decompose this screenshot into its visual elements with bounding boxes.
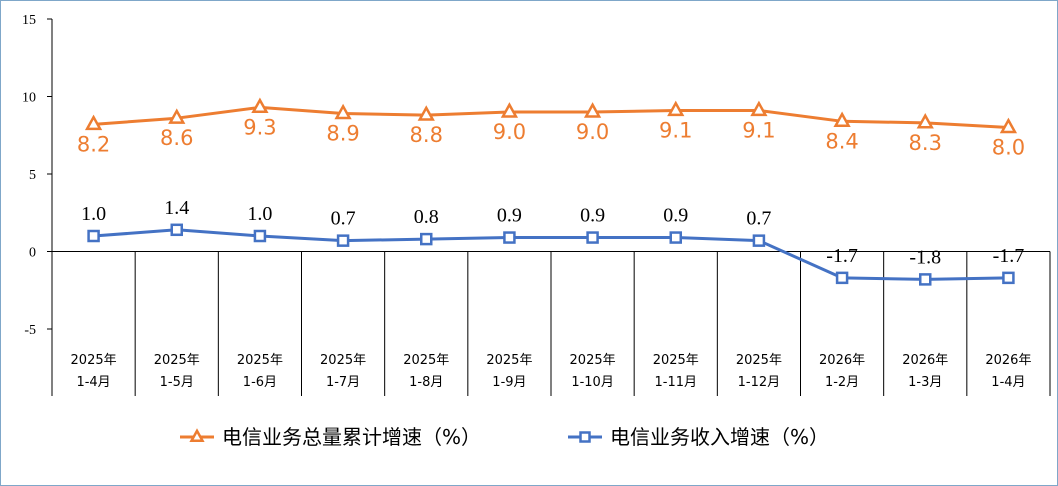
data-label: 1.0 <box>81 203 106 225</box>
x-tick-label-period: 1-9月 <box>492 375 526 390</box>
data-label: -1.7 <box>826 245 858 267</box>
square-marker <box>919 273 932 286</box>
x-tick-label-year: 2025年 <box>320 353 366 368</box>
series-line-telecom-revenue <box>93 228 1009 281</box>
x-tick-label-period: 1-4月 <box>991 375 1025 390</box>
triangle-marker <box>750 100 768 117</box>
data-label: -1.7 <box>993 245 1025 267</box>
data-label: 8.8 <box>410 123 443 147</box>
x-tick-label-period: 1-7月 <box>326 375 360 390</box>
triangle-marker <box>251 97 269 114</box>
data-label: 9.3 <box>243 115 276 139</box>
x-tick-label-year: 2026年 <box>819 353 865 368</box>
x-tick-label-period: 1-5月 <box>160 375 194 390</box>
x-tick-label-year: 2025年 <box>154 353 200 368</box>
square-marker <box>835 271 849 285</box>
y-tick-label: 5 <box>29 168 36 183</box>
data-label: 8.2 <box>77 132 110 156</box>
y-tick-label: 10 <box>22 91 36 106</box>
y-tick-label: 0 <box>29 246 36 261</box>
square-marker <box>586 231 599 244</box>
data-label: 9.1 <box>659 118 692 142</box>
data-label: 0.8 <box>414 206 439 228</box>
data-label: 8.6 <box>160 126 193 150</box>
square-marker <box>1002 271 1015 285</box>
x-tick-label-year: 2025年 <box>736 353 782 368</box>
data-label: 0.7 <box>746 208 771 230</box>
x-tick-label-period: 1-6月 <box>243 375 277 390</box>
data-label: 8.9 <box>326 122 359 146</box>
legend-triangle-marker <box>189 428 205 443</box>
x-tick-label-year: 2026年 <box>902 353 948 368</box>
data-label: 9.1 <box>742 118 775 142</box>
y-tick-label: -5 <box>24 323 36 338</box>
x-tick-label-year: 2025年 <box>486 353 532 368</box>
x-tick-label-year: 2025年 <box>71 353 117 368</box>
data-label: 9.0 <box>493 120 526 144</box>
x-tick-label-period: 1-3月 <box>908 375 942 390</box>
data-label: 1.4 <box>164 197 189 219</box>
data-label: 1.0 <box>247 203 272 225</box>
data-label: 0.7 <box>331 208 356 230</box>
square-marker <box>503 231 516 244</box>
triangle-marker <box>168 108 186 124</box>
data-label: 8.4 <box>825 129 858 153</box>
data-label: 0.9 <box>663 205 688 227</box>
triangle-marker <box>916 113 934 129</box>
x-tick-label-period: 1-4月 <box>76 375 110 390</box>
square-marker <box>170 223 183 237</box>
square-marker <box>253 229 267 243</box>
legend-label: 电信业务收入增速（%） <box>610 425 829 449</box>
series-line-telecom-volume <box>93 105 1009 129</box>
triangle-marker <box>334 103 352 120</box>
square-marker <box>336 234 350 247</box>
data-label: 8.3 <box>909 131 942 155</box>
triangle-marker <box>583 102 602 118</box>
x-tick-label-period: 1-11月 <box>654 375 697 390</box>
triangle-marker <box>667 100 685 117</box>
square-marker <box>752 234 766 247</box>
triangle-marker <box>500 102 519 118</box>
square-marker <box>87 229 100 243</box>
x-tick-label-period: 1-12月 <box>738 375 781 390</box>
square-marker <box>669 231 682 244</box>
x-tick-label-period: 1-8月 <box>409 375 443 390</box>
x-tick-label-period: 1-2月 <box>825 375 859 390</box>
data-label: -1.8 <box>909 246 941 268</box>
y-tick-label: 15 <box>22 13 36 28</box>
x-tick-label-year: 2025年 <box>403 353 449 368</box>
x-tick-label-year: 2026年 <box>985 353 1031 368</box>
triangle-marker <box>999 117 1018 134</box>
data-label: 9.0 <box>576 120 609 144</box>
legend-square-marker <box>579 431 591 443</box>
x-tick-label-year: 2025年 <box>237 353 283 368</box>
data-label: 0.9 <box>497 205 522 227</box>
x-tick-label-year: 2025年 <box>653 353 699 368</box>
x-tick-label-period: 1-10月 <box>571 375 614 390</box>
square-marker <box>420 232 433 246</box>
x-tick-label-year: 2025年 <box>570 353 616 368</box>
triangle-marker <box>417 105 435 121</box>
triangle-marker <box>84 114 103 131</box>
triangle-marker <box>833 111 851 127</box>
legend-label: 电信业务总量累计增速（%） <box>222 425 481 449</box>
data-label: 8.0 <box>992 136 1025 160</box>
data-label: 0.9 <box>580 205 605 227</box>
